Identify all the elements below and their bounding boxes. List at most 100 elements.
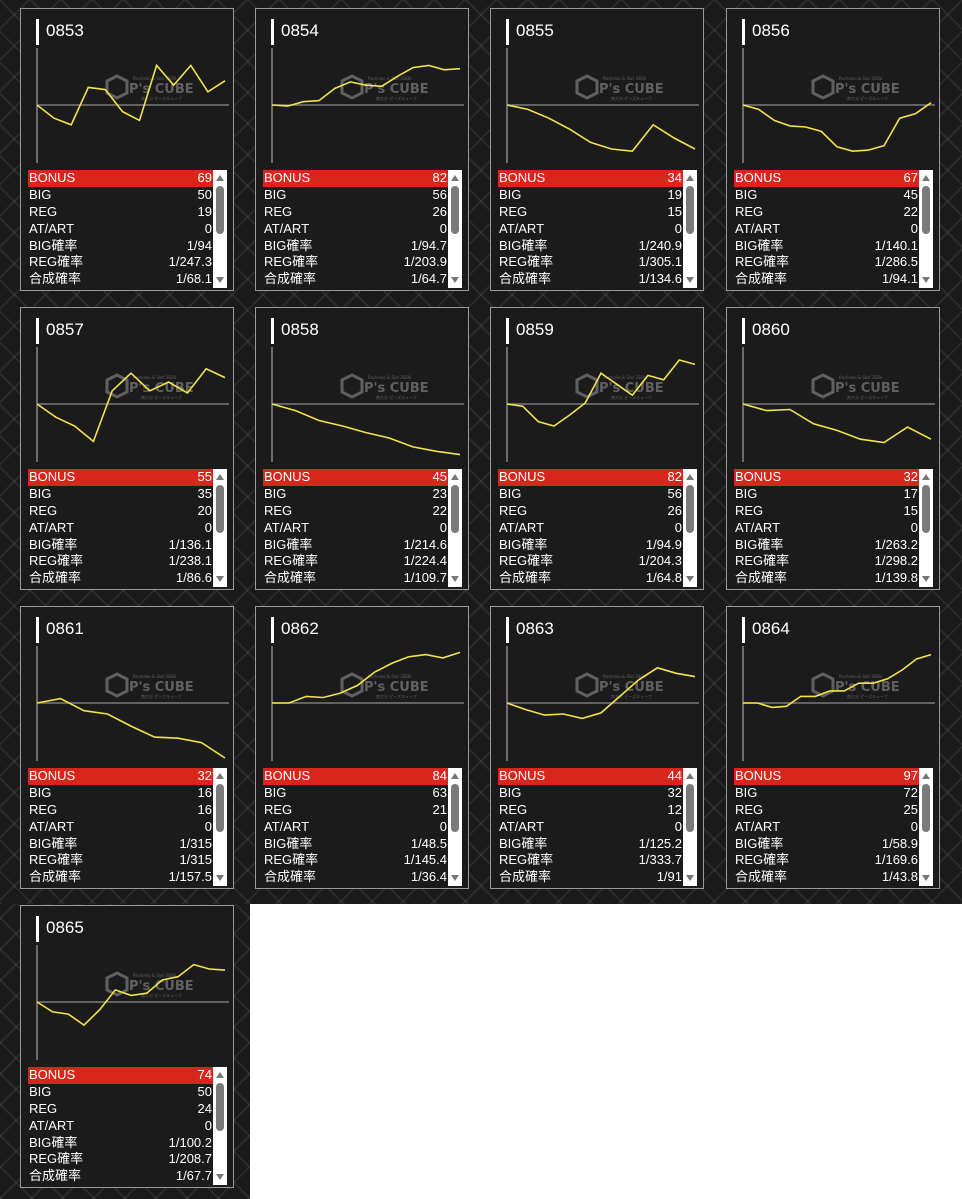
stats-scrollbar[interactable] (683, 469, 697, 587)
watermark-brand: P's CUBE (835, 381, 900, 396)
scroll-up-icon[interactable] (686, 175, 694, 181)
scroll-down-icon[interactable] (922, 277, 930, 283)
scroll-down-icon[interactable] (451, 875, 459, 881)
stat-row-bonus: BONUS 32 (28, 768, 213, 785)
stat-row-bonus: BONUS 55 (28, 469, 213, 486)
watermark-sub: 南大分 ピーズキューブ (141, 95, 182, 101)
scroll-up-icon[interactable] (216, 773, 224, 779)
stats-scrollbar[interactable] (213, 1067, 227, 1185)
scroll-up-icon[interactable] (216, 175, 224, 181)
scroll-thumb[interactable] (216, 784, 224, 832)
scroll-down-icon[interactable] (216, 576, 224, 582)
stats-scrollbar[interactable] (213, 768, 227, 886)
reg-rate: 1/238.1 (168, 553, 212, 569)
stat-row-at: AT/ART 0 (498, 221, 683, 238)
scroll-thumb[interactable] (216, 186, 224, 234)
machine-card[interactable]: 0865 Pachinko & Slot 3SEN P's CUBE 南大分 ピ… (20, 905, 234, 1188)
scroll-down-icon[interactable] (922, 875, 930, 881)
stats-scrollbar[interactable] (448, 768, 462, 886)
scroll-down-icon[interactable] (451, 576, 459, 582)
machine-card[interactable]: 0860 Pachinko & Slot 3SEN P's CUBE 南大分 ピ… (726, 307, 940, 590)
scroll-thumb[interactable] (686, 186, 694, 234)
machine-card[interactable]: 0864 Pachinko & Slot 3SEN P's CUBE 南大分 ピ… (726, 606, 940, 889)
big-rate: 1/58.9 (881, 835, 918, 851)
scroll-up-icon[interactable] (451, 773, 459, 779)
reg-count: 21 (432, 801, 447, 817)
scroll-up-icon[interactable] (216, 1072, 224, 1078)
scroll-thumb[interactable] (216, 1083, 224, 1131)
reg-rate: 1/169.6 (874, 852, 918, 868)
scroll-up-icon[interactable] (922, 175, 930, 181)
stat-label: AT/ART (735, 818, 781, 834)
stat-row-bonus: BONUS 69 (28, 170, 213, 187)
scroll-thumb[interactable] (451, 485, 459, 533)
machine-card[interactable]: 0854 Pachinko & Slot 3SEN P's CUBE 南大分 ピ… (255, 8, 469, 291)
stats-scrollbar[interactable] (683, 170, 697, 288)
stat-label: REG確率 (499, 852, 554, 868)
stats-scrollbar[interactable] (213, 170, 227, 288)
scroll-down-icon[interactable] (216, 875, 224, 881)
stats-scrollbar[interactable] (213, 469, 227, 587)
scroll-thumb[interactable] (686, 784, 694, 832)
scroll-down-icon[interactable] (686, 277, 694, 283)
machine-card[interactable]: 0858 Pachinko & Slot 3SEN P's CUBE 南大分 ピ… (255, 307, 469, 590)
scroll-up-icon[interactable] (922, 773, 930, 779)
scroll-up-icon[interactable] (451, 175, 459, 181)
stat-row-big: BIG 72 (734, 785, 919, 802)
stats-scrollbar[interactable] (919, 768, 933, 886)
scroll-down-icon[interactable] (216, 1174, 224, 1180)
scroll-down-icon[interactable] (922, 576, 930, 582)
stat-label: BONUS (264, 170, 311, 185)
scroll-up-icon[interactable] (451, 474, 459, 480)
stats-scrollbar[interactable] (448, 170, 462, 288)
total-rate: 1/67.7 (175, 1168, 212, 1184)
at-count: 0 (910, 818, 918, 834)
scroll-up-icon[interactable] (686, 773, 694, 779)
scroll-thumb[interactable] (451, 784, 459, 832)
bonus-count: 82 (432, 170, 447, 185)
scroll-down-icon[interactable] (686, 576, 694, 582)
scroll-up-icon[interactable] (216, 474, 224, 480)
machine-card[interactable]: 0859 Pachinko & Slot 3SEN P's CUBE 南大分 ピ… (490, 307, 704, 590)
machine-card[interactable]: 0863 Pachinko & Slot 3SEN P's CUBE 南大分 ピ… (490, 606, 704, 889)
machine-card[interactable]: 0857 Pachinko & Slot 3SEN P's CUBE 南大分 ピ… (20, 307, 234, 590)
machine-card[interactable]: 0861 Pachinko & Slot 3SEN P's CUBE 南大分 ピ… (20, 606, 234, 889)
scroll-down-icon[interactable] (216, 277, 224, 283)
stat-label: 合成確率 (29, 570, 82, 586)
scroll-down-icon[interactable] (686, 875, 694, 881)
stat-row-big: BIG 56 (263, 187, 448, 204)
stats-table: BONUS 82 BIG 56 REG 26 AT/ART 0 BIG確率 1/94.9 … (498, 469, 683, 587)
stat-label: BONUS (264, 768, 311, 783)
machine-card[interactable]: 0862 Pachinko & Slot 3SEN P's CUBE 南大分 ピ… (255, 606, 469, 889)
pscube-watermark: Pachinko & Slot 3SEN P's CUBE 南大分 ピーズキュー… (811, 74, 900, 101)
scroll-thumb[interactable] (922, 485, 930, 533)
scroll-up-icon[interactable] (686, 474, 694, 480)
stat-row-big-rate: BIG確率 1/125.2 (498, 836, 683, 853)
stat-label: 合成確率 (499, 271, 552, 287)
scroll-thumb[interactable] (451, 186, 459, 234)
total-rate: 1/139.8 (874, 570, 918, 586)
trend-line (742, 102, 932, 153)
stats-scrollbar[interactable] (683, 768, 697, 886)
scroll-down-icon[interactable] (451, 277, 459, 283)
stats-scrollbar[interactable] (919, 469, 933, 587)
stats-scrollbar[interactable] (448, 469, 462, 587)
machine-card[interactable]: 0855 Pachinko & Slot 3SEN P's CUBE 南大分 ピ… (490, 8, 704, 291)
scroll-thumb[interactable] (686, 485, 694, 533)
stat-row-big: BIG 19 (498, 187, 683, 204)
scroll-up-icon[interactable] (922, 474, 930, 480)
cube-logo-icon (575, 373, 599, 399)
stat-label: AT/ART (264, 220, 310, 236)
reg-rate: 1/145.4 (403, 852, 447, 868)
scroll-thumb[interactable] (216, 485, 224, 533)
stats-scrollbar[interactable] (919, 170, 933, 288)
scroll-thumb[interactable] (922, 784, 930, 832)
reg-rate: 1/315 (179, 852, 212, 868)
stat-label: AT/ART (735, 519, 781, 535)
machine-card[interactable]: 0853 Pachinko & Slot 3SEN P's CUBE 南大分 ピ… (20, 8, 234, 291)
scroll-thumb[interactable] (922, 186, 930, 234)
watermark-tagline: Pachinko & Slot 3SEN (603, 674, 646, 679)
machine-card[interactable]: 0856 Pachinko & Slot 3SEN P's CUBE 南大分 ピ… (726, 8, 940, 291)
stat-row-total-rate: 合成確率 1/64.7 (263, 271, 448, 288)
stat-label: BIG (499, 485, 522, 501)
